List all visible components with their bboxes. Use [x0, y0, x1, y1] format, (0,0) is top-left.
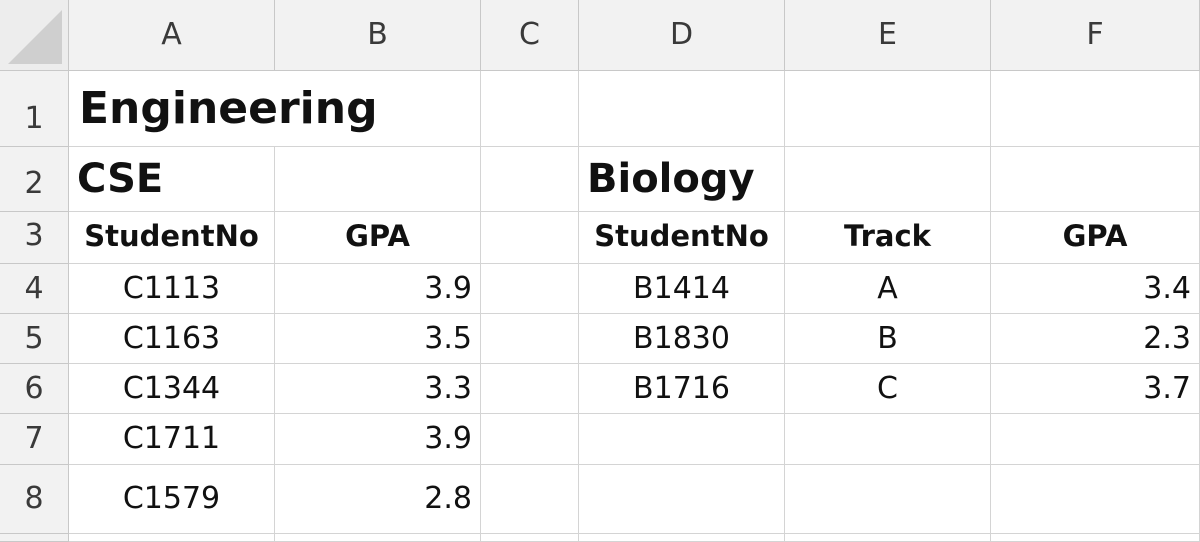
- cell-b7[interactable]: 3.9: [275, 414, 481, 465]
- cell-c3[interactable]: [481, 212, 579, 264]
- cell-a5[interactable]: C1163: [69, 314, 275, 364]
- cell-f3-header[interactable]: GPA: [991, 212, 1200, 264]
- cell-d9[interactable]: [579, 534, 785, 542]
- cell-d4[interactable]: B1414: [579, 264, 785, 314]
- cell-c7[interactable]: [481, 414, 579, 465]
- row-header-6[interactable]: 6: [0, 364, 69, 414]
- cell-b3-header[interactable]: GPA: [275, 212, 481, 264]
- cell-f5[interactable]: 2.3: [991, 314, 1200, 364]
- cell-e5[interactable]: B: [785, 314, 991, 364]
- cell-a2-cse-label[interactable]: CSE: [69, 147, 275, 212]
- row-header-7[interactable]: 7: [0, 414, 69, 465]
- column-header-d[interactable]: D: [579, 0, 785, 71]
- cell-a8[interactable]: C1579: [69, 465, 275, 534]
- cell-e9[interactable]: [785, 534, 991, 542]
- cell-d2-biology-label[interactable]: Biology: [579, 147, 785, 212]
- cell-d7[interactable]: [579, 414, 785, 465]
- column-header-a[interactable]: A: [69, 0, 275, 71]
- row-header-8[interactable]: 8: [0, 465, 69, 534]
- cell-a3-header[interactable]: StudentNo: [69, 212, 275, 264]
- cell-a1-title[interactable]: Engineering: [69, 71, 481, 147]
- column-header-e[interactable]: E: [785, 0, 991, 71]
- cell-e6[interactable]: C: [785, 364, 991, 414]
- row-header-5[interactable]: 5: [0, 314, 69, 364]
- cell-d5[interactable]: B1830: [579, 314, 785, 364]
- cell-d6[interactable]: B1716: [579, 364, 785, 414]
- select-all-corner[interactable]: [0, 0, 69, 71]
- column-header-b[interactable]: B: [275, 0, 481, 71]
- cell-d8[interactable]: [579, 465, 785, 534]
- row-header-9[interactable]: [0, 534, 69, 542]
- cell-a6[interactable]: C1344: [69, 364, 275, 414]
- cell-e2[interactable]: [785, 147, 991, 212]
- cell-e7[interactable]: [785, 414, 991, 465]
- cell-f2[interactable]: [991, 147, 1200, 212]
- cell-f9[interactable]: [991, 534, 1200, 542]
- cell-b9[interactable]: [275, 534, 481, 542]
- cell-c5[interactable]: [481, 314, 579, 364]
- row-header-3[interactable]: 3: [0, 212, 69, 264]
- cell-b2[interactable]: [275, 147, 481, 212]
- cell-b6[interactable]: 3.3: [275, 364, 481, 414]
- cell-f4[interactable]: 3.4: [991, 264, 1200, 314]
- cell-f6[interactable]: 3.7: [991, 364, 1200, 414]
- cell-b5[interactable]: 3.5: [275, 314, 481, 364]
- cell-a9[interactable]: [69, 534, 275, 542]
- cell-b8[interactable]: 2.8: [275, 465, 481, 534]
- cell-a7[interactable]: C1711: [69, 414, 275, 465]
- cell-e3-header[interactable]: Track: [785, 212, 991, 264]
- row-header-2[interactable]: 2: [0, 147, 69, 212]
- cell-e8[interactable]: [785, 465, 991, 534]
- cell-f7[interactable]: [991, 414, 1200, 465]
- cell-e4[interactable]: A: [785, 264, 991, 314]
- cell-e1[interactable]: [785, 71, 991, 147]
- row-header-4[interactable]: 4: [0, 264, 69, 314]
- cell-c2[interactable]: [481, 147, 579, 212]
- cell-c9[interactable]: [481, 534, 579, 542]
- cell-a4[interactable]: C1113: [69, 264, 275, 314]
- select-all-triangle-icon: [8, 10, 62, 64]
- cell-c6[interactable]: [481, 364, 579, 414]
- cell-d3-header[interactable]: StudentNo: [579, 212, 785, 264]
- cell-c1[interactable]: [481, 71, 579, 147]
- column-header-f[interactable]: F: [991, 0, 1200, 71]
- cell-c8[interactable]: [481, 465, 579, 534]
- row-header-1[interactable]: 1: [0, 71, 69, 147]
- cell-c4[interactable]: [481, 264, 579, 314]
- column-header-c[interactable]: C: [481, 0, 579, 71]
- cell-f8[interactable]: [991, 465, 1200, 534]
- cell-f1[interactable]: [991, 71, 1200, 147]
- cell-b4[interactable]: 3.9: [275, 264, 481, 314]
- cell-d1[interactable]: [579, 71, 785, 147]
